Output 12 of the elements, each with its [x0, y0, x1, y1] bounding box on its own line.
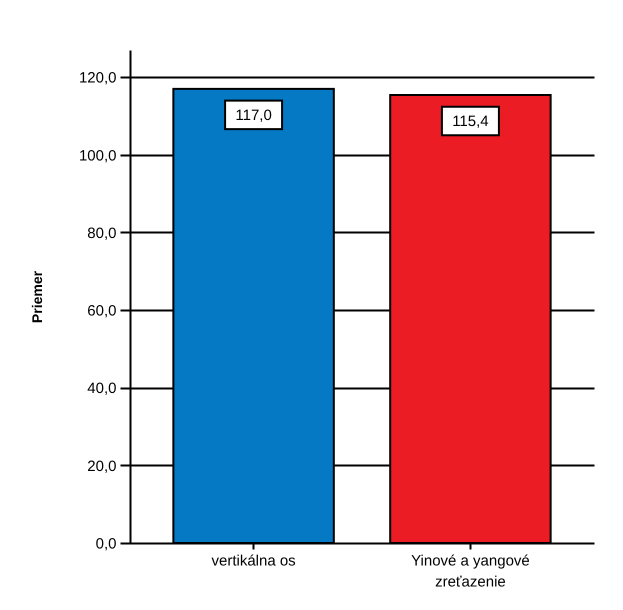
data-label: 117,0 — [235, 106, 272, 124]
y-axis-title: Priemer — [28, 270, 45, 324]
x-tick-label: vertikálna os — [211, 552, 296, 570]
y-tick-label: 40,0 — [87, 380, 116, 398]
y-tick-label: 120,0 — [78, 70, 116, 87]
x-tick-label: Yinové a yangové zreťazenie — [411, 552, 530, 590]
y-tick-label: 100,0 — [78, 147, 116, 164]
y-tick-label: 0,0 — [96, 536, 116, 552]
y-tick-label: 60,0 — [87, 302, 116, 320]
y-tick-label: 20,0 — [87, 458, 116, 475]
y-tick-label: 80,0 — [87, 224, 116, 242]
data-label: 115,4 — [452, 113, 489, 130]
